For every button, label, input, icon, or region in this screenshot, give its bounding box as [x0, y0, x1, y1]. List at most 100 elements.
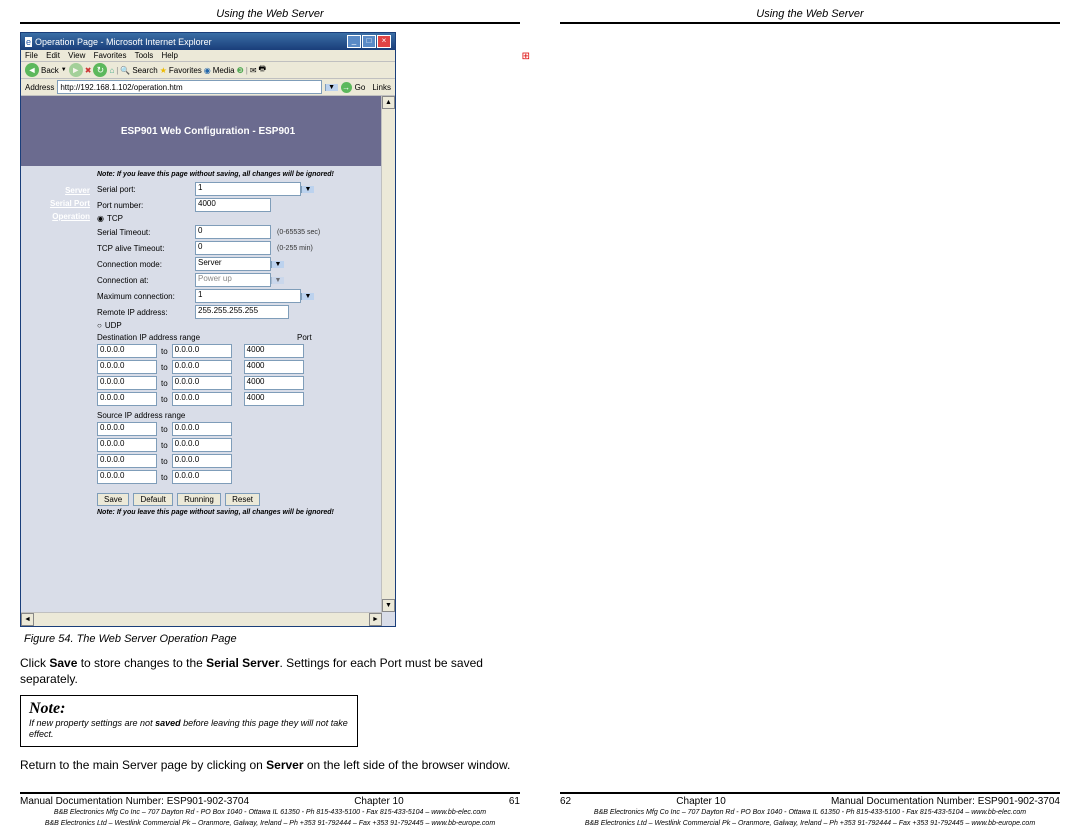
footer-row-left: Manual Documentation Number: ESP901-902-…	[20, 796, 520, 807]
menu-view[interactable]: View	[68, 51, 85, 60]
menu-favorites[interactable]: Favorites	[94, 51, 127, 60]
input-port-number[interactable]: 4000	[195, 198, 271, 212]
go-label[interactable]: Go	[355, 83, 366, 92]
dest-port-1[interactable]: 4000	[244, 344, 304, 358]
label-remote-ip: Remote IP address:	[97, 308, 195, 317]
running-button[interactable]: Running	[177, 493, 221, 506]
media-button[interactable]: Media	[213, 66, 235, 75]
operation-form: Note: If you leave this page without sav…	[93, 166, 395, 527]
scroll-up-icon[interactable]: ▲	[382, 96, 395, 109]
toolbar: ◄ Back▼ ► ✖ ↻ ⌂ | 🔍Search ★Favorites ◉Me…	[21, 62, 395, 79]
address-bar: Address ▼ → Go Links	[21, 79, 395, 96]
conn-at-dropdown[interactable]: ▼	[271, 277, 284, 284]
search-button[interactable]: Search	[132, 66, 157, 75]
serial-port-dropdown[interactable]: ▼	[301, 186, 314, 193]
address-input[interactable]	[57, 80, 321, 94]
menu-tools[interactable]: Tools	[135, 51, 154, 60]
dest-to-1[interactable]: 0.0.0.0	[172, 344, 232, 358]
input-tcp-alive[interactable]: 0	[195, 241, 271, 255]
address-dropdown[interactable]: ▼	[325, 84, 338, 91]
select-conn-mode[interactable]: Server	[195, 257, 271, 271]
conn-mode-dropdown[interactable]: ▼	[271, 261, 284, 268]
reset-button[interactable]: Reset	[225, 493, 260, 506]
footer-fine1-left: B&B Electronics Mfg Co Inc – 707 Dayton …	[20, 809, 520, 817]
minimize-button[interactable]: _	[347, 35, 361, 48]
nav-operation[interactable]: Operation	[21, 210, 93, 223]
history-icon[interactable]: ❸	[237, 66, 244, 75]
page-content: ESP901 Web Configuration - ESP901 Server…	[21, 96, 395, 626]
src-to-3[interactable]: 0.0.0.0	[172, 454, 232, 468]
nav-server[interactable]: Server	[21, 184, 93, 197]
footer-chapter-right: Chapter 10	[676, 796, 725, 807]
max-conn-dropdown[interactable]: ▼	[301, 293, 314, 300]
print-icon[interactable]: 🖶	[259, 63, 267, 77]
scroll-down-icon[interactable]: ▼	[382, 599, 395, 612]
dest-port-2[interactable]: 4000	[244, 360, 304, 374]
menu-edit[interactable]: Edit	[46, 51, 60, 60]
dest-to-4[interactable]: 0.0.0.0	[172, 392, 232, 406]
src-from-1[interactable]: 0.0.0.0	[97, 422, 157, 436]
input-serial-timeout[interactable]: 0	[195, 225, 271, 239]
hint-serial-timeout: (0-65535 sec)	[277, 229, 320, 236]
bottom-rule-right	[560, 792, 1060, 794]
nav-sidebar: Server Serial Port Operation	[21, 166, 93, 527]
menu-help[interactable]: Help	[162, 51, 178, 60]
search-icon[interactable]: 🔍	[120, 66, 130, 75]
src-from-3[interactable]: 0.0.0.0	[97, 454, 157, 468]
src-from-2[interactable]: 0.0.0.0	[97, 438, 157, 452]
favorites-button[interactable]: Favorites	[169, 66, 202, 75]
scroll-left-icon[interactable]: ◄	[21, 613, 34, 626]
note-body: If new property settings are not saved b…	[29, 718, 349, 740]
src-to-2[interactable]: 0.0.0.0	[172, 438, 232, 452]
dest-to-2[interactable]: 0.0.0.0	[172, 360, 232, 374]
mail-icon[interactable]: ✉	[250, 66, 257, 75]
media-icon[interactable]: ◉	[204, 66, 211, 75]
radio-tcp[interactable]: ◉	[97, 214, 104, 223]
src-from-4[interactable]: 0.0.0.0	[97, 470, 157, 484]
dest-to-3[interactable]: 0.0.0.0	[172, 376, 232, 390]
nav-serial-port[interactable]: Serial Port	[21, 197, 93, 210]
select-serial-port[interactable]: 1	[195, 182, 301, 196]
home-icon[interactable]: ⌂	[109, 66, 114, 75]
footer-fine1-right: B&B Electronics Mfg Co Inc – 707 Dayton …	[560, 809, 1060, 817]
close-button[interactable]: ×	[377, 35, 391, 48]
back-button[interactable]: Back	[41, 66, 59, 75]
paragraph-return: Return to the main Server page by clicki…	[20, 757, 520, 773]
back-icon[interactable]: ◄	[25, 63, 39, 77]
footer-chapter-left: Chapter 10	[354, 796, 403, 807]
maximize-button[interactable]: □	[362, 35, 376, 48]
paragraph-save: Click Save to store changes to the Seria…	[20, 655, 520, 687]
save-button[interactable]: Save	[97, 493, 129, 506]
dest-from-3[interactable]: 0.0.0.0	[97, 376, 157, 390]
dest-from-4[interactable]: 0.0.0.0	[97, 392, 157, 406]
go-icon[interactable]: →	[341, 82, 352, 93]
src-to-1[interactable]: 0.0.0.0	[172, 422, 232, 436]
menu-file[interactable]: File	[25, 51, 38, 60]
label-serial-port: Serial port:	[97, 185, 195, 194]
default-button[interactable]: Default	[133, 493, 172, 506]
dest-port-3[interactable]: 4000	[244, 376, 304, 390]
dest-port-4[interactable]: 4000	[244, 392, 304, 406]
favorites-icon[interactable]: ★	[160, 66, 167, 75]
figure-caption: Figure 54. The Web Server Operation Page	[24, 633, 520, 645]
label-conn-mode: Connection mode:	[97, 260, 195, 269]
hint-tcp-alive: (0-255 min)	[277, 245, 313, 252]
select-max-conn[interactable]: 1	[195, 289, 301, 303]
forward-icon[interactable]: ►	[69, 63, 83, 77]
refresh-icon[interactable]: ↻	[93, 63, 107, 77]
select-conn-at[interactable]: Power up	[195, 273, 271, 287]
footer-doc-right: Manual Documentation Number: ESP901-902-…	[831, 796, 1060, 807]
input-remote-ip[interactable]: 255.255.255.255	[195, 305, 289, 319]
top-rule	[20, 22, 520, 24]
radio-udp[interactable]: ○	[97, 321, 102, 330]
dest-from-1[interactable]: 0.0.0.0	[97, 344, 157, 358]
footer-row-right: 62 Chapter 10 Manual Documentation Numbe…	[560, 796, 1060, 807]
links-label[interactable]: Links	[372, 83, 391, 92]
stop-icon[interactable]: ✖	[85, 66, 92, 75]
dest-from-2[interactable]: 0.0.0.0	[97, 360, 157, 374]
src-to-4[interactable]: 0.0.0.0	[172, 470, 232, 484]
scrollbar-vertical[interactable]: ▲ ▼	[381, 96, 395, 612]
scrollbar-horizontal[interactable]: ◄ ►	[21, 612, 382, 626]
scroll-right-icon[interactable]: ►	[369, 613, 382, 626]
footer-page-right: 62	[560, 796, 571, 807]
